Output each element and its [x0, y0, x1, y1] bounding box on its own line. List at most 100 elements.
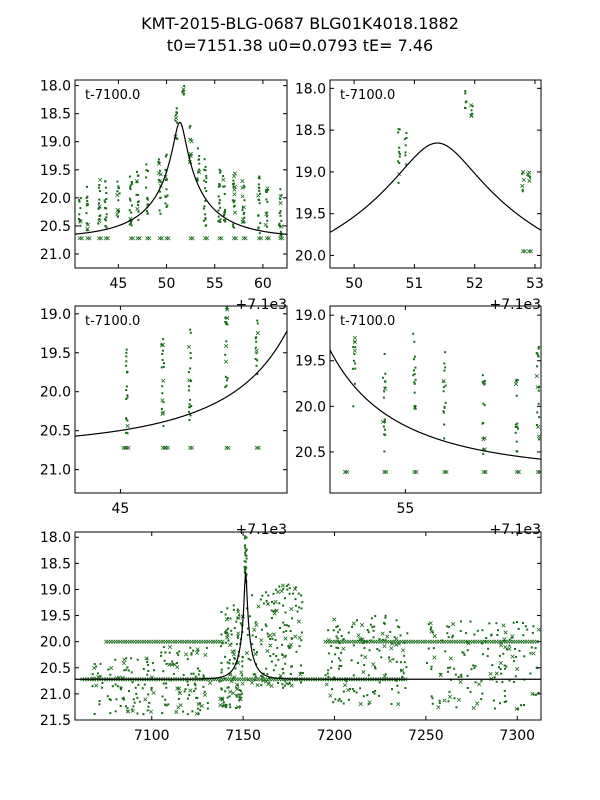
- data-point: [165, 179, 168, 182]
- data-point: [190, 652, 193, 655]
- data-point: [85, 212, 88, 215]
- data-point: [442, 386, 445, 389]
- y-tick-label: 18.0: [40, 79, 71, 95]
- data-point: [520, 704, 522, 707]
- data-point: [174, 114, 177, 116]
- y-tick-label: 19.0: [40, 307, 71, 323]
- data-point: [147, 670, 150, 672]
- data-point: [279, 627, 281, 629]
- data-point: [187, 410, 190, 413]
- data-point: [160, 654, 162, 657]
- data-point: [249, 658, 252, 661]
- data-point: [205, 177, 208, 180]
- data-point-x: [109, 666, 114, 671]
- data-point: [327, 652, 330, 655]
- data-point: [219, 218, 222, 221]
- data-point: [352, 644, 355, 647]
- data-point: [502, 652, 505, 655]
- data-point: [247, 657, 250, 660]
- data-point: [233, 649, 236, 652]
- data-point-x: [240, 217, 246, 222]
- data-point: [383, 353, 386, 355]
- data-point: [429, 628, 432, 631]
- y-tick-label: 21.0: [40, 687, 71, 703]
- data-point: [403, 654, 406, 657]
- data-point: [508, 679, 511, 682]
- data-point: [504, 695, 507, 698]
- data-point: [505, 700, 508, 703]
- data-point: [194, 684, 197, 687]
- data-point-x: [130, 236, 135, 241]
- data-point: [245, 536, 248, 539]
- data-point: [125, 351, 128, 354]
- data-point-x: [126, 445, 131, 450]
- data-point: [125, 355, 128, 358]
- data-point: [142, 713, 145, 716]
- data-point: [78, 213, 81, 216]
- data-point: [133, 701, 136, 704]
- data-point: [205, 190, 208, 192]
- data-point: [451, 636, 454, 639]
- data-point: [117, 199, 120, 202]
- data-point: [146, 196, 149, 199]
- model-curve: [75, 330, 287, 437]
- data-point: [204, 169, 207, 172]
- data-point: [162, 682, 165, 685]
- data-point-x: [414, 469, 419, 475]
- data-point: [219, 171, 221, 174]
- data-point: [198, 154, 201, 157]
- data-point: [114, 658, 117, 661]
- data-point: [414, 378, 417, 381]
- data-point-x: [121, 661, 126, 666]
- data-point: [499, 702, 502, 705]
- data-point: [448, 690, 451, 693]
- data-point: [393, 636, 396, 639]
- data-point: [278, 585, 281, 588]
- data-point: [451, 634, 454, 637]
- data-point: [453, 697, 456, 700]
- data-point: [153, 669, 155, 672]
- data-point: [532, 625, 535, 628]
- data-point: [225, 322, 228, 325]
- data-point-x: [156, 161, 162, 166]
- data-point: [168, 663, 171, 666]
- data-point: [481, 653, 484, 656]
- data-point: [98, 703, 101, 706]
- data-point: [396, 684, 399, 687]
- y-tick-label: 18.0: [295, 81, 326, 97]
- data-point: [166, 194, 169, 197]
- data-point-x: [384, 469, 389, 475]
- data-point-x: [195, 650, 200, 655]
- y-tick-label: 20.0: [295, 399, 326, 415]
- data-point: [474, 681, 477, 684]
- data-point: [126, 394, 129, 397]
- data-point: [444, 650, 447, 653]
- data-point: [398, 150, 401, 153]
- data-point-x: [253, 651, 258, 657]
- data-point: [338, 664, 341, 667]
- data-point-x: [515, 666, 520, 671]
- data-point: [395, 660, 398, 663]
- data-point: [266, 632, 269, 635]
- data-point: [203, 158, 206, 161]
- x-tick-label: 55: [396, 501, 414, 517]
- data-point: [447, 700, 450, 703]
- data-point: [335, 626, 338, 628]
- data-point: [194, 675, 197, 678]
- data-point: [116, 685, 119, 688]
- data-point: [182, 90, 185, 92]
- data-point-x: [99, 236, 104, 241]
- data-point: [176, 121, 178, 124]
- data-point: [186, 658, 189, 661]
- data-point: [146, 210, 148, 213]
- data-point-x: [234, 682, 240, 687]
- data-point: [188, 389, 190, 392]
- data-point: [222, 214, 225, 217]
- data-point: [104, 180, 107, 183]
- data-point: [101, 686, 103, 689]
- data-point-x: [199, 703, 204, 709]
- data-point: [197, 673, 200, 676]
- data-point: [116, 190, 119, 193]
- data-point: [202, 219, 205, 222]
- data-point: [189, 367, 192, 370]
